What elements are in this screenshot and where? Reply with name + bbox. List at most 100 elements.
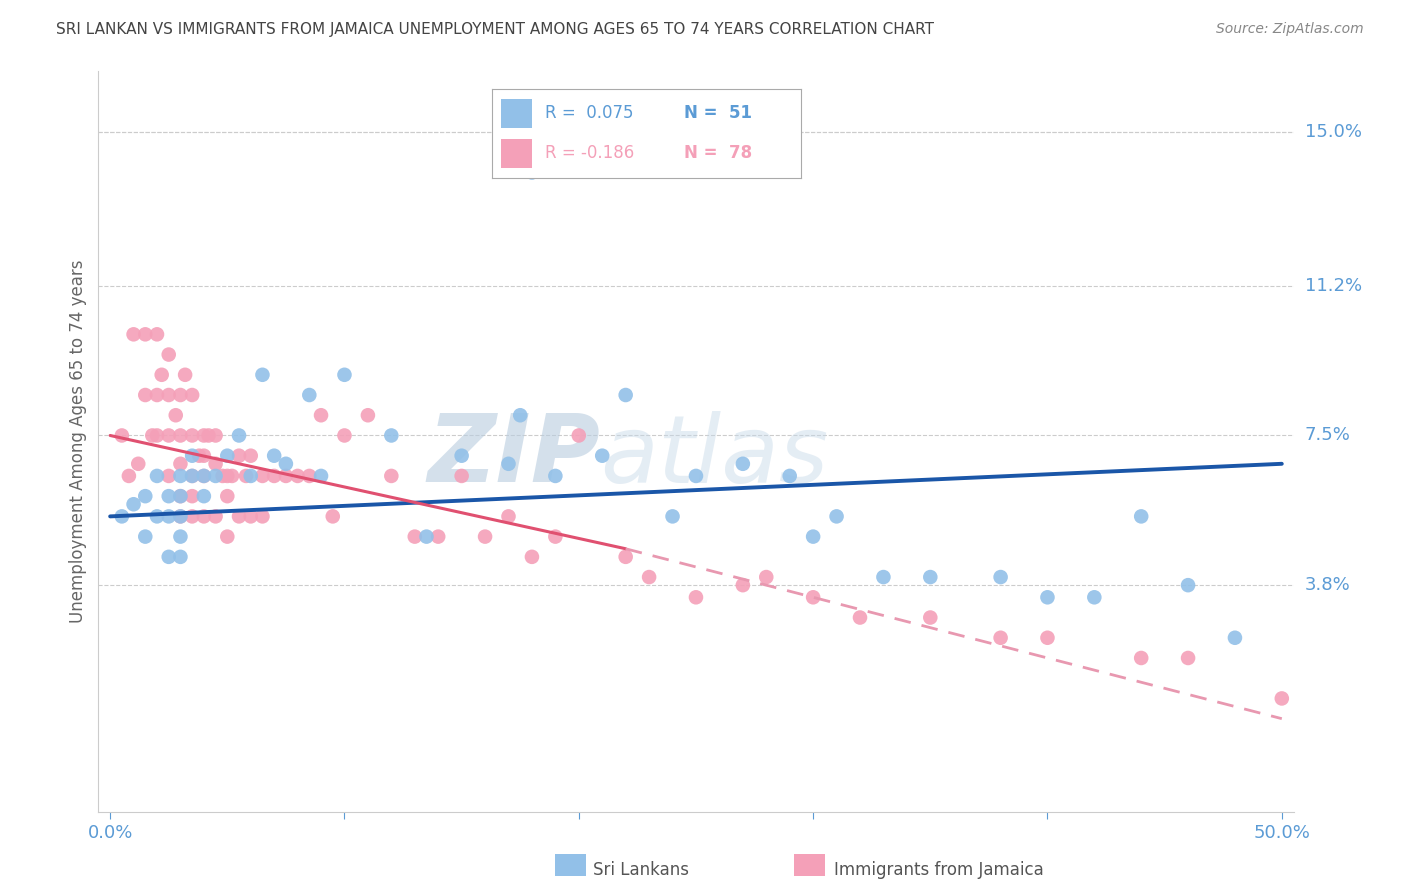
Point bbox=[380, 428, 402, 442]
Point bbox=[118, 469, 141, 483]
Point bbox=[239, 449, 262, 463]
Point bbox=[127, 457, 149, 471]
Point bbox=[157, 347, 180, 361]
Point bbox=[181, 469, 204, 483]
Point bbox=[235, 469, 257, 483]
Point bbox=[333, 428, 356, 442]
Point bbox=[872, 570, 894, 584]
Point bbox=[638, 570, 661, 584]
Point bbox=[404, 530, 426, 544]
Text: N =  51: N = 51 bbox=[683, 104, 752, 122]
Point bbox=[169, 469, 191, 483]
Point bbox=[157, 469, 180, 483]
Bar bbox=[502, 139, 533, 168]
Point bbox=[849, 610, 872, 624]
Point bbox=[169, 549, 191, 564]
Point bbox=[498, 509, 520, 524]
Text: atlas: atlas bbox=[600, 411, 828, 502]
Point bbox=[520, 165, 543, 179]
Point bbox=[134, 327, 156, 342]
Point bbox=[193, 449, 215, 463]
Point bbox=[380, 469, 402, 483]
Text: Immigrants from Jamaica: Immigrants from Jamaica bbox=[834, 861, 1043, 879]
Point bbox=[221, 469, 243, 483]
Text: R =  0.075: R = 0.075 bbox=[544, 104, 633, 122]
Text: 11.2%: 11.2% bbox=[1305, 277, 1362, 294]
Point bbox=[146, 428, 169, 442]
Point bbox=[204, 469, 226, 483]
Point bbox=[544, 530, 567, 544]
Point bbox=[309, 469, 332, 483]
Point bbox=[474, 530, 496, 544]
Point bbox=[146, 509, 169, 524]
Point bbox=[217, 489, 239, 503]
Point bbox=[181, 388, 204, 402]
Point bbox=[169, 509, 191, 524]
Point bbox=[157, 509, 180, 524]
Point bbox=[181, 428, 204, 442]
Point bbox=[169, 509, 191, 524]
Point bbox=[181, 469, 204, 483]
Point bbox=[157, 388, 180, 402]
Point bbox=[141, 428, 163, 442]
Point bbox=[228, 428, 250, 442]
Point bbox=[157, 428, 180, 442]
Point bbox=[204, 509, 226, 524]
Point bbox=[614, 549, 637, 564]
Text: N =  78: N = 78 bbox=[683, 145, 752, 162]
Text: 15.0%: 15.0% bbox=[1305, 123, 1361, 141]
Point bbox=[252, 509, 274, 524]
Point bbox=[169, 428, 191, 442]
Y-axis label: Unemployment Among Ages 65 to 74 years: Unemployment Among Ages 65 to 74 years bbox=[69, 260, 87, 624]
Point bbox=[169, 489, 191, 503]
Point bbox=[1130, 651, 1153, 665]
Point bbox=[165, 409, 187, 423]
Point bbox=[333, 368, 356, 382]
Text: R = -0.186: R = -0.186 bbox=[544, 145, 634, 162]
Point bbox=[298, 388, 321, 402]
Point bbox=[591, 449, 613, 463]
Point bbox=[498, 457, 520, 471]
Point bbox=[661, 509, 683, 524]
Point bbox=[544, 469, 567, 483]
Point bbox=[1036, 591, 1059, 605]
Point bbox=[228, 449, 250, 463]
Point bbox=[239, 509, 262, 524]
Point bbox=[217, 530, 239, 544]
Point bbox=[181, 509, 204, 524]
Point bbox=[1083, 591, 1105, 605]
Point bbox=[755, 570, 778, 584]
Point bbox=[731, 578, 754, 592]
Point bbox=[204, 457, 226, 471]
Bar bbox=[502, 99, 533, 128]
Point bbox=[509, 409, 531, 423]
Point bbox=[450, 469, 472, 483]
Point bbox=[427, 530, 450, 544]
Point bbox=[990, 631, 1012, 645]
Point bbox=[193, 489, 215, 503]
Point bbox=[193, 509, 215, 524]
Point bbox=[174, 368, 197, 382]
Point bbox=[239, 469, 262, 483]
Text: Sri Lankans: Sri Lankans bbox=[593, 861, 689, 879]
Point bbox=[1223, 631, 1246, 645]
Point bbox=[193, 469, 215, 483]
Point bbox=[1177, 578, 1199, 592]
Point bbox=[111, 428, 134, 442]
Point bbox=[450, 449, 472, 463]
Point bbox=[204, 428, 226, 442]
Point bbox=[122, 327, 145, 342]
Point bbox=[920, 610, 942, 624]
Point bbox=[157, 549, 180, 564]
Point bbox=[779, 469, 801, 483]
Point bbox=[181, 449, 204, 463]
Point bbox=[685, 591, 707, 605]
Point bbox=[146, 388, 169, 402]
Point bbox=[274, 469, 297, 483]
Point bbox=[568, 428, 591, 442]
Point bbox=[197, 428, 219, 442]
Point bbox=[150, 368, 173, 382]
Point bbox=[169, 457, 191, 471]
Point bbox=[122, 497, 145, 511]
Point bbox=[217, 449, 239, 463]
